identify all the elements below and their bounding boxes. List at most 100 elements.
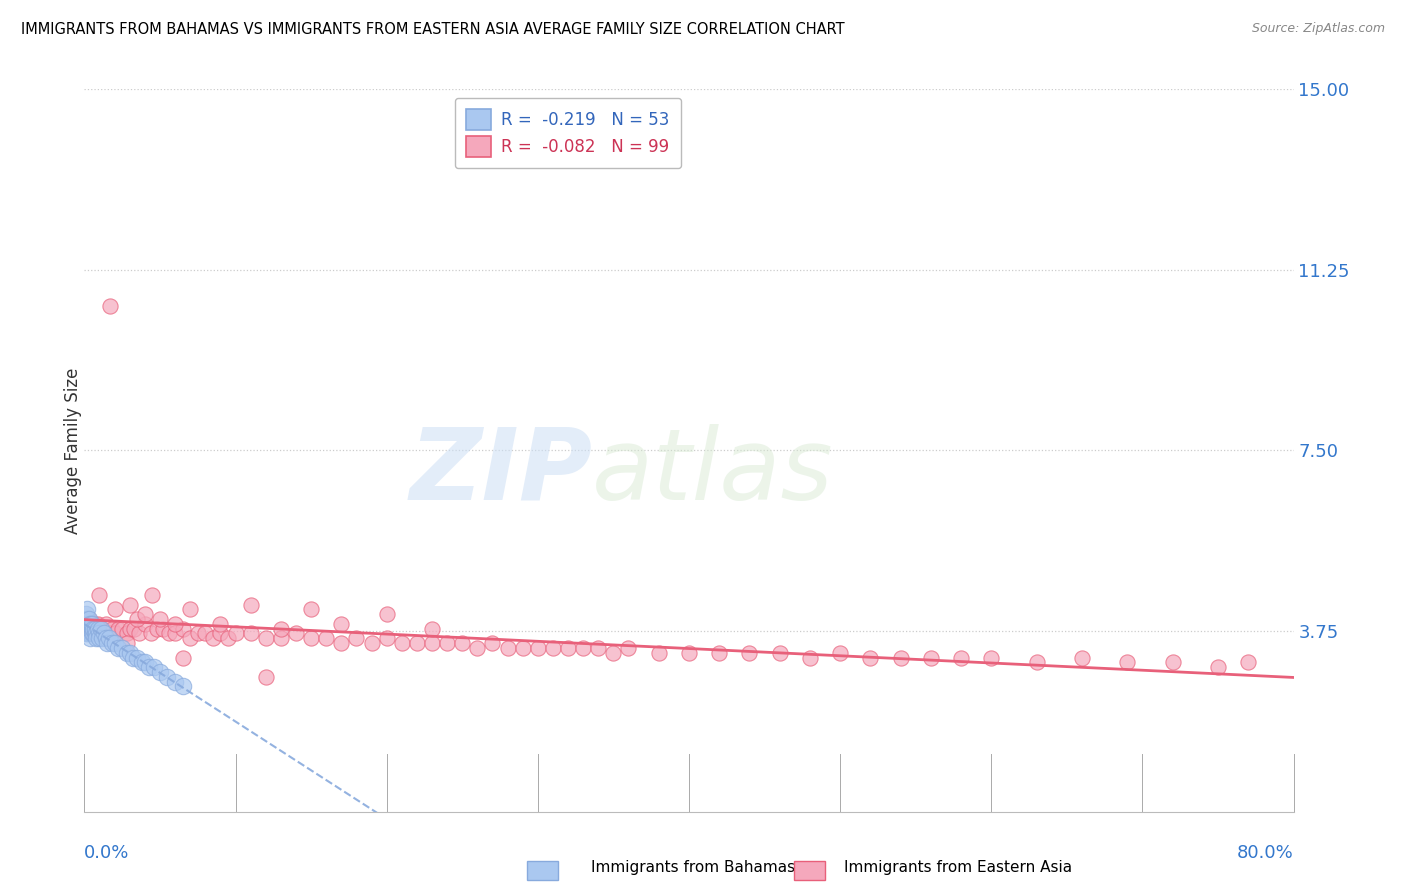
Point <box>1116 656 1139 670</box>
Point <box>541 640 564 655</box>
Point <box>467 640 489 655</box>
Point <box>420 636 443 650</box>
Point <box>79 622 101 636</box>
Point <box>330 636 353 650</box>
Point <box>149 612 172 626</box>
Point <box>481 636 503 650</box>
Point <box>830 646 852 660</box>
Point <box>172 622 194 636</box>
Point <box>156 670 179 684</box>
Point <box>79 632 101 646</box>
Point <box>86 626 108 640</box>
Point <box>165 616 187 631</box>
Point <box>254 632 277 646</box>
Point <box>76 612 98 626</box>
Point <box>572 640 595 655</box>
Text: IMMIGRANTS FROM BAHAMAS VS IMMIGRANTS FROM EASTERN ASIA AVERAGE FAMILY SIZE CORR: IMMIGRANTS FROM BAHAMAS VS IMMIGRANTS FR… <box>21 22 845 37</box>
Point <box>77 612 100 626</box>
Point <box>346 632 368 646</box>
Point <box>451 636 474 650</box>
Point <box>209 626 232 640</box>
Point <box>146 622 169 636</box>
Point <box>285 626 308 640</box>
Point <box>75 616 97 631</box>
Point <box>602 646 624 660</box>
Point <box>86 632 108 646</box>
Point <box>157 626 180 640</box>
Point <box>118 598 141 612</box>
Point <box>315 632 337 646</box>
Point <box>131 656 153 670</box>
Point <box>104 636 127 650</box>
Point <box>617 640 640 655</box>
Point <box>100 622 122 636</box>
Point <box>82 626 104 640</box>
Point <box>209 616 232 631</box>
Point <box>80 626 103 640</box>
Point <box>91 622 114 636</box>
Point <box>1237 656 1260 670</box>
Point <box>115 636 138 650</box>
Point <box>91 632 114 646</box>
Point <box>138 660 160 674</box>
Point <box>82 626 104 640</box>
Point <box>1161 656 1184 670</box>
Point <box>98 299 121 313</box>
Point <box>127 612 149 626</box>
Point <box>115 646 138 660</box>
Point <box>496 640 519 655</box>
Point <box>527 640 550 655</box>
Point <box>115 626 138 640</box>
Point <box>111 622 134 636</box>
Point <box>179 632 201 646</box>
Point <box>107 622 129 636</box>
Point <box>89 632 111 646</box>
Point <box>738 646 761 660</box>
Point <box>139 626 162 640</box>
Point <box>77 626 100 640</box>
Text: atlas: atlas <box>592 424 834 521</box>
Point <box>134 656 156 670</box>
Point <box>890 650 912 665</box>
Point <box>172 680 194 694</box>
Point <box>225 626 247 640</box>
Point <box>270 632 292 646</box>
Point <box>122 622 145 636</box>
Point <box>648 646 671 660</box>
Point <box>100 636 122 650</box>
Text: Immigrants from Bahamas: Immigrants from Bahamas <box>591 861 794 875</box>
Point <box>77 612 100 626</box>
Point <box>87 616 110 631</box>
Point <box>165 674 187 689</box>
Point <box>1025 656 1047 670</box>
Point <box>128 626 150 640</box>
Point <box>90 622 112 636</box>
Point <box>89 588 111 602</box>
Point <box>94 616 117 631</box>
Point <box>920 650 942 665</box>
Text: 0.0%: 0.0% <box>84 844 129 863</box>
Point <box>75 622 97 636</box>
Point <box>77 622 100 636</box>
Point <box>134 616 156 631</box>
Point <box>254 670 277 684</box>
Text: 80.0%: 80.0% <box>1237 844 1294 863</box>
Point <box>172 650 194 665</box>
Point <box>80 616 103 631</box>
Text: ZIP: ZIP <box>409 424 592 521</box>
Legend: R =  -0.219   N = 53, R =  -0.082   N = 99: R = -0.219 N = 53, R = -0.082 N = 99 <box>454 97 682 169</box>
Point <box>76 626 98 640</box>
Point <box>80 616 103 631</box>
Point <box>93 626 115 640</box>
Point <box>270 622 292 636</box>
Y-axis label: Average Family Size: Average Family Size <box>65 368 82 533</box>
Point <box>76 622 98 636</box>
Point <box>80 622 103 636</box>
Point <box>194 626 217 640</box>
Point <box>179 602 201 616</box>
Point <box>678 646 700 660</box>
Point <box>86 622 108 636</box>
Point <box>76 602 98 616</box>
Point <box>76 616 98 631</box>
Point <box>84 616 107 631</box>
